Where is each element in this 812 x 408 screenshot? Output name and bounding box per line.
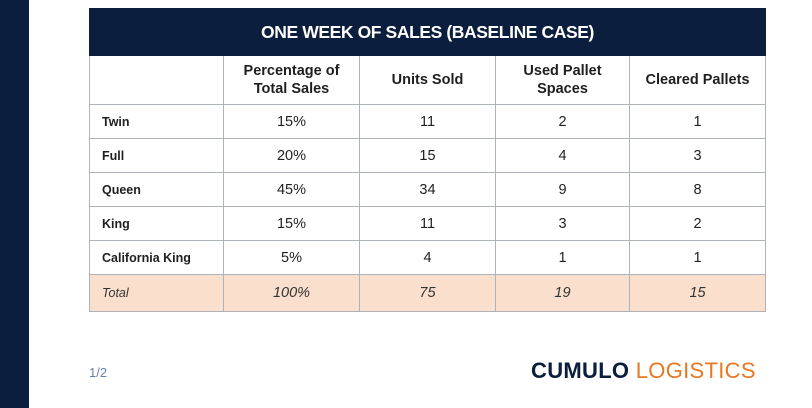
used-pallet-cell: 2 bbox=[495, 104, 630, 139]
header-units-sold: Units Sold bbox=[359, 55, 496, 105]
percentage-cell: 20% bbox=[223, 138, 360, 173]
table-title: ONE WEEK OF SALES (BASELINE CASE) bbox=[88, 8, 767, 56]
used-pallet-cell: 9 bbox=[495, 172, 630, 207]
row-label: King bbox=[89, 206, 224, 241]
row-label: California King bbox=[89, 240, 224, 275]
cleared-pallet-cell: 1 bbox=[628, 104, 767, 139]
units-sold-cell: 11 bbox=[359, 104, 496, 139]
table-row: California King 5% 4 1 1 bbox=[89, 240, 767, 275]
units-sold-cell: 15 bbox=[359, 138, 496, 173]
brand-name-strong: CUMULO bbox=[531, 358, 630, 383]
table-title-row: ONE WEEK OF SALES (BASELINE CASE) bbox=[88, 8, 767, 56]
row-label: Twin bbox=[89, 104, 224, 139]
cleared-pallet-cell: 3 bbox=[628, 138, 767, 173]
header-cleared-pallets: Cleared Pallets bbox=[628, 55, 767, 105]
units-sold-cell: 34 bbox=[359, 172, 496, 207]
used-pallet-cell: 1 bbox=[495, 240, 630, 275]
units-sold-cell: 4 bbox=[359, 240, 496, 275]
cleared-pallet-cell: 2 bbox=[628, 206, 767, 241]
table-header-row: Percentage of Total Sales Units Sold Use… bbox=[89, 55, 767, 105]
percentage-cell: 15% bbox=[223, 206, 360, 241]
header-empty bbox=[89, 55, 224, 105]
brand-logo: CUMULO LOGISTICS bbox=[531, 358, 756, 384]
units-sold-cell: 11 bbox=[359, 206, 496, 241]
total-cleared-pallet-cell: 15 bbox=[628, 274, 767, 312]
total-units-cell: 75 bbox=[359, 274, 496, 312]
table-row: Twin 15% 11 2 1 bbox=[89, 104, 767, 139]
table-row: King 15% 11 3 2 bbox=[89, 206, 767, 241]
header-used-pallet-spaces: Used Pallet Spaces bbox=[495, 55, 630, 105]
total-used-pallet-cell: 19 bbox=[495, 274, 630, 312]
row-label: Full bbox=[89, 138, 224, 173]
total-percentage-cell: 100% bbox=[223, 274, 360, 312]
percentage-cell: 15% bbox=[223, 104, 360, 139]
cleared-pallet-cell: 8 bbox=[628, 172, 767, 207]
used-pallet-cell: 4 bbox=[495, 138, 630, 173]
percentage-cell: 5% bbox=[223, 240, 360, 275]
row-label: Queen bbox=[89, 172, 224, 207]
table-row: Queen 45% 34 9 8 bbox=[89, 172, 767, 207]
header-percentage: Percentage of Total Sales bbox=[223, 55, 360, 105]
total-label: Total bbox=[89, 274, 224, 312]
percentage-cell: 45% bbox=[223, 172, 360, 207]
total-row: Total 100% 75 19 15 bbox=[89, 274, 767, 312]
brand-name-light: LOGISTICS bbox=[635, 358, 756, 383]
left-accent-bar bbox=[0, 0, 29, 408]
sales-table: ONE WEEK OF SALES (BASELINE CASE) Percen… bbox=[88, 8, 767, 312]
page-number: 1/2 bbox=[89, 365, 108, 380]
used-pallet-cell: 3 bbox=[495, 206, 630, 241]
table-row: Full 20% 15 4 3 bbox=[89, 138, 767, 173]
cleared-pallet-cell: 1 bbox=[628, 240, 767, 275]
